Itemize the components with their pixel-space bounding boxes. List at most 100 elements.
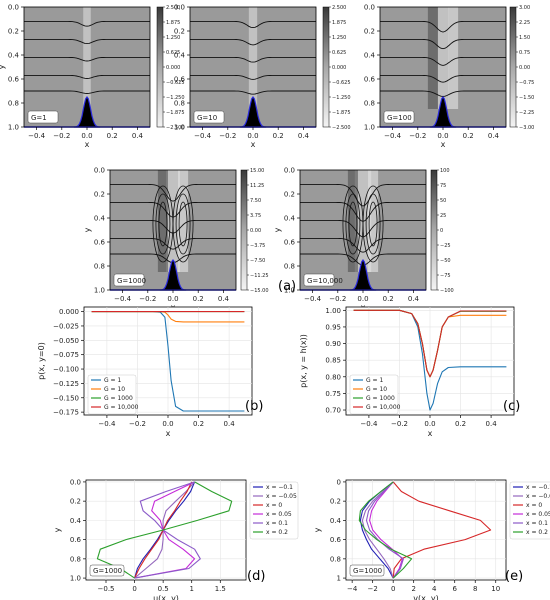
series-line	[96, 481, 233, 579]
colorbar-tick-label: 0.75	[519, 50, 530, 56]
y-tick-label: 0.2	[364, 28, 375, 36]
legend-label: x = 0.1	[266, 520, 288, 527]
y-tick-label: 0.2	[94, 191, 105, 199]
x-tick-label: −0.2	[391, 420, 408, 428]
streamline-panels: −0.4 −0.2 0.0 0.2 0.4 0.0 0.2 0.4 0.6 0.8 1.0 x y G=1…	[0, 4, 534, 313]
colorbar-tick-label: −15.00	[250, 288, 269, 294]
y-tick-label: 0.4	[8, 52, 20, 60]
legend-label: x = 0	[526, 502, 542, 509]
y-tick-label: 0.0	[364, 4, 375, 12]
y-tick-label: 0.2	[284, 191, 295, 199]
colorbar-tick-label: −7.50	[250, 258, 265, 264]
y-tick-label: 0	[337, 478, 341, 486]
annotation-box	[349, 564, 385, 577]
y-axis-label: y	[0, 64, 6, 69]
colorbar-tick-label: −50	[440, 258, 451, 264]
streamline	[24, 74, 150, 79]
y-tick-label: 0.6	[70, 536, 82, 544]
field-band-dark	[347, 170, 358, 272]
legend-label: x = 0.2	[526, 529, 548, 536]
streamline	[380, 56, 506, 66]
colorbar	[322, 6, 330, 128]
y-tick-label: 0.95	[325, 323, 341, 331]
x-tick-label: 0.5	[158, 585, 169, 593]
y-tick-label: 1.0	[94, 287, 105, 295]
streamline	[190, 56, 316, 63]
y-tick-label: 0.8	[8, 100, 19, 108]
colorbar-tick-label: −11.25	[250, 273, 269, 279]
field-band-dark	[427, 7, 438, 109]
colorbar-tick-label: −2.25	[519, 110, 534, 116]
streamline	[24, 20, 150, 27]
legend-label: G = 1000	[104, 395, 133, 402]
label-d: (d)	[247, 569, 265, 584]
series-line	[392, 481, 492, 579]
y-tick-label: 1.0	[8, 124, 19, 132]
x-tick-label: 0.4	[224, 420, 236, 428]
x-tick-label: −0.2	[139, 295, 156, 303]
legend-label: x = −0.1	[526, 484, 550, 491]
series-line	[358, 481, 413, 579]
x-tick-label: 0.0	[437, 132, 448, 140]
y-tick-label: 0.70	[325, 407, 341, 415]
annotation-text: G=1000	[353, 567, 382, 575]
x-tick-label: 0.4	[408, 295, 420, 303]
streamline	[190, 20, 316, 29]
x-tick-label: −0.2	[219, 132, 236, 140]
field-band-light	[83, 7, 91, 109]
x-axis-label: x	[85, 140, 90, 149]
x-tick-label: −0.2	[409, 132, 426, 140]
y-tick-label: 1.0	[174, 124, 185, 132]
x-tick-label: −0.4	[384, 132, 402, 140]
annotation-text: G=100	[387, 114, 412, 122]
colorbar-tick-label: 1.250	[332, 35, 346, 41]
colorbar-tick-label: 2.500	[166, 5, 180, 11]
label-a: (a)	[278, 279, 296, 294]
legend-label: G = 1	[104, 377, 121, 384]
label-c: (c)	[503, 399, 520, 414]
x-tick-label: −0.4	[28, 132, 46, 140]
colorbar-tick-label: 11.25	[250, 183, 264, 189]
x-tick-label: 6	[452, 585, 457, 593]
y-tick-label: 0.4	[174, 52, 186, 60]
x-axis-label: x	[166, 429, 171, 438]
vortex-ring	[345, 193, 361, 255]
y-tick-label: −0.050	[53, 337, 79, 345]
streamline	[300, 183, 426, 207]
y-tick-label: −0.125	[53, 380, 79, 388]
x-tick-label: −0.4	[360, 420, 378, 428]
legend-label: G = 10,000	[366, 404, 401, 411]
stream-panel-2: −0.4 −0.2 0.0 0.2 0.4 0.0 0.2 0.4 0.6 0.8 1.0 x G=10…	[364, 4, 534, 150]
y-tick-label: 0.8	[364, 100, 375, 108]
y-axis-label: p(x, y=0)	[37, 342, 46, 380]
colorbar-tick-label: −3.75	[250, 243, 265, 249]
colorbar	[509, 6, 517, 128]
series-line	[361, 481, 394, 579]
colorbar	[156, 6, 164, 128]
x-tick-label: 1	[189, 585, 193, 593]
y-axis-label: y	[53, 527, 62, 532]
streamline	[110, 237, 236, 250]
y-tick-label: 1.0	[284, 287, 295, 295]
axes-frame	[85, 479, 247, 581]
colorbar-tick-label: −2.500	[166, 125, 185, 131]
y-tick-label: −0.100	[53, 366, 79, 374]
series-line	[353, 309, 507, 378]
x-tick-label: −0.2	[129, 420, 146, 428]
legend-box	[349, 374, 399, 415]
x-tick-label: 0.4	[298, 132, 310, 140]
x-tick-label: 0.0	[167, 295, 178, 303]
vortex-ring	[368, 201, 378, 247]
field-band-bright	[368, 170, 379, 272]
legend-label: x = −0.05	[266, 493, 297, 500]
field-band-dark	[157, 170, 168, 272]
vortex-ring	[178, 201, 188, 247]
vortex-ring	[348, 201, 358, 247]
legend-label: G = 1	[366, 377, 383, 384]
legend-label: G = 1000	[366, 395, 395, 402]
y-tick-label: 0.4	[330, 517, 342, 525]
x-tick-label: 2	[411, 585, 415, 593]
y-tick-label: 0.90	[325, 340, 341, 348]
x-axis-label: u(x, y)	[153, 594, 179, 600]
